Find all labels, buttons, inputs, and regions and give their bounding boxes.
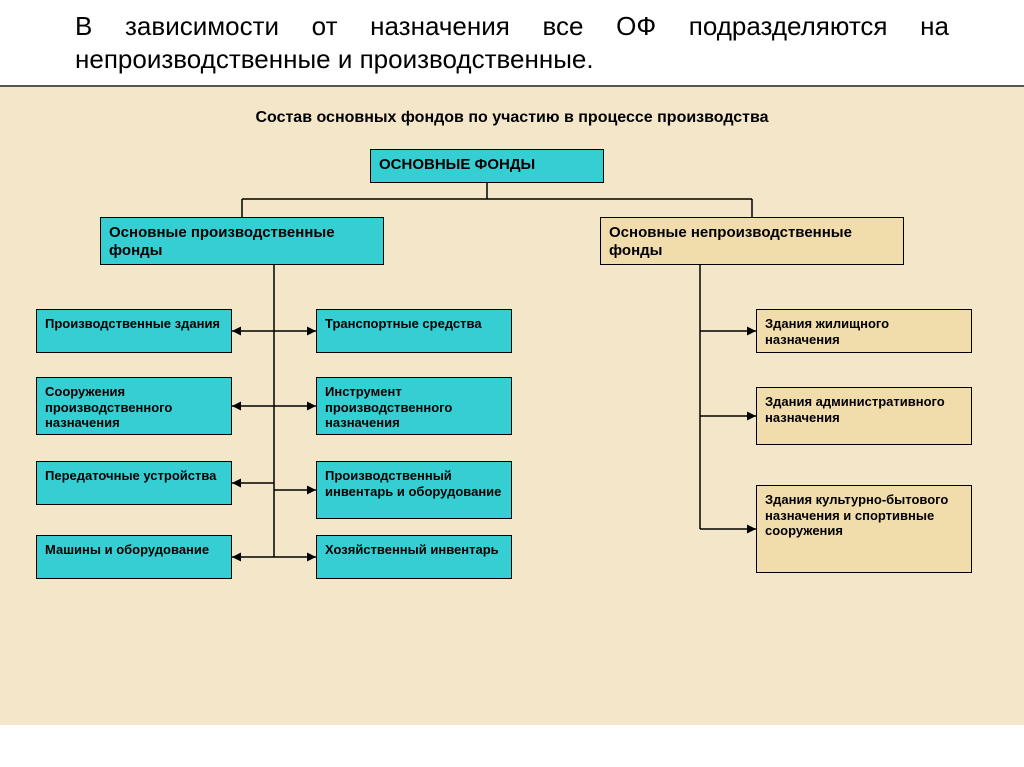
box-n_0: Здания жилищного назначения (756, 309, 972, 353)
box-p_r0: Транспортные средства (316, 309, 512, 353)
box-p_l1: Сооружения производственного назначения (36, 377, 232, 435)
box-root: ОСНОВНЫЕ ФОНДЫ (370, 149, 604, 183)
intro-header: В зависимости от назначения все ОФ подра… (0, 0, 1024, 85)
box-p_l0: Производственные здания (36, 309, 232, 353)
intro-text: В зависимости от назначения все ОФ подра… (75, 11, 949, 74)
box-p_r1: Инструмент производственного назначения (316, 377, 512, 435)
diagram-subtitle: Состав основных фондов по участию в проц… (0, 109, 1024, 127)
box-prod: Основные производственные фонды (100, 217, 384, 265)
box-p_l3: Машины и оборудование (36, 535, 232, 579)
box-p_r2: Производственный инвентарь и оборудовани… (316, 461, 512, 519)
box-n_1: Здания административного назначения (756, 387, 972, 445)
box-n_2: Здания культурно-бытового назначения и с… (756, 485, 972, 573)
box-nonprod: Основные непроизводственные фонды (600, 217, 904, 265)
box-p_l2: Передаточные устройства (36, 461, 232, 505)
box-p_r3: Хозяйственный инвентарь (316, 535, 512, 579)
diagram-canvas: Состав основных фондов по участию в проц… (0, 85, 1024, 725)
diagram-subtitle-text: Состав основных фондов по участию в проц… (255, 109, 768, 126)
